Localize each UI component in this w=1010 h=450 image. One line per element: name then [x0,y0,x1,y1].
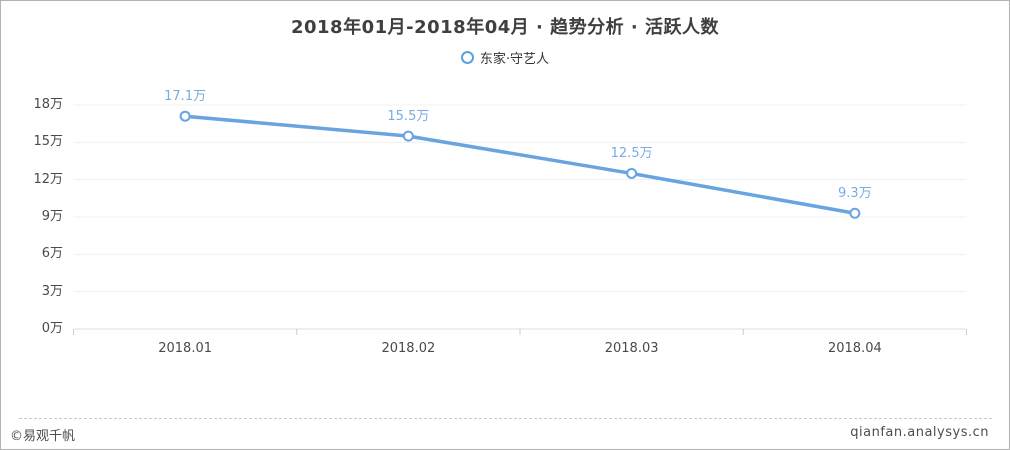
y-axis-tick-label: 0万 [41,321,63,336]
legend-label: 东家·守艺人 [479,52,550,67]
series-line [183,114,857,216]
y-axis-tick-label: 9万 [41,209,63,224]
x-axis-category-label: 2018.03 [604,341,659,356]
data-point-marker[interactable] [402,130,414,142]
x-axis-category-label: 2018.02 [381,341,436,356]
legend-circle-icon [460,51,474,64]
data-point-label: 17.1万 [164,89,207,105]
x-axis-category-label: 2018.01 [158,341,212,356]
watermark-source: ©易观千帆 [10,429,76,444]
data-point-label: 9.3万 [838,186,872,202]
x-axis-category-label: 2018.04 [827,341,882,356]
legend-item[interactable]: 东家·守艺人 [1,48,1009,67]
data-point-marker[interactable] [626,167,638,179]
y-axis-tick-label: 12万 [33,171,63,187]
watermark-site: qianfan.analysys.cn [850,425,989,440]
y-axis-tick-label: 15万 [33,134,63,150]
y-axis-tick-label: 3万 [41,283,63,299]
data-point-label: 15.5万 [387,109,430,125]
footer-divider [19,418,992,419]
data-point-label: 12.5万 [610,146,653,162]
data-point-marker[interactable] [849,207,861,219]
data-point-marker[interactable] [179,110,191,122]
y-axis-tick-label: 18万 [33,97,63,112]
chart-title: 2018年01月-2018年04月 · 趋势分析 · 活跃人数 [290,17,719,38]
y-axis-tick-label: 6万 [41,246,63,262]
